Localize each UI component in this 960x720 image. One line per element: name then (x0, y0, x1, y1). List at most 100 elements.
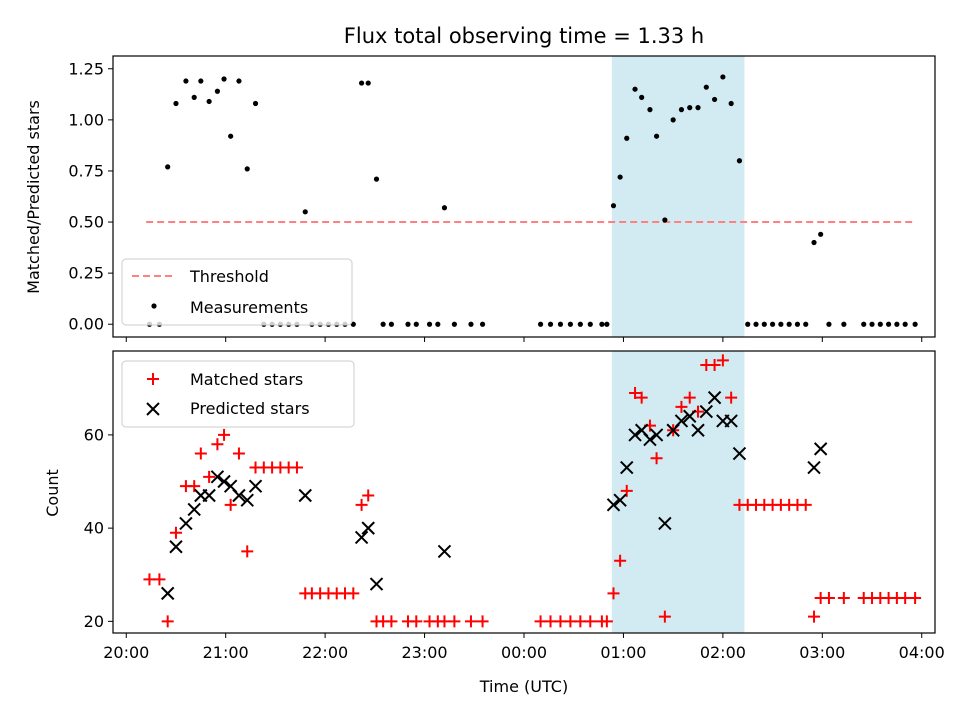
measurement-point (818, 231, 824, 237)
legend-label-matched: Matched stars (190, 370, 303, 389)
legend-label-measurements: Measurements (190, 298, 308, 317)
predicted-star-point (724, 414, 738, 428)
predicted-star-point (691, 423, 705, 437)
top-y-ticks: 0.00 0.25 0.50 0.75 1.00 1.25 (68, 59, 113, 334)
x-tick-label: 22:00 (302, 643, 348, 662)
measurement-point (252, 100, 259, 107)
measurement-point (826, 321, 832, 327)
measurement-point (365, 80, 371, 86)
measurement-point (479, 321, 486, 327)
predicted-star-point (628, 428, 642, 442)
measurement-point (678, 107, 685, 113)
predicted-star-point (369, 577, 384, 591)
matched-star-point (837, 592, 850, 605)
measurement-point (687, 105, 693, 111)
measurement-point (610, 203, 617, 209)
bottom-legend-box (121, 360, 355, 428)
measurement-point (885, 321, 892, 327)
matched-star-point (607, 587, 620, 600)
predicted-star-point (202, 488, 216, 503)
y-tick-label: 1.25 (68, 59, 104, 78)
matched-star-point (614, 554, 627, 567)
predicted-star-point (613, 493, 627, 507)
predicted-star-point (298, 488, 312, 503)
matched-star-point (650, 452, 663, 465)
top-x-ticks (125, 337, 923, 342)
matched-star-point (909, 592, 922, 605)
predicted-star-point (240, 493, 254, 507)
measurement-point (662, 217, 668, 223)
measurement-point (221, 76, 227, 82)
measurement-point (228, 133, 234, 139)
matched-star-point (584, 615, 597, 628)
measurement-point (435, 321, 441, 327)
x-tick-label: 20:00 (103, 643, 149, 662)
x-tick-label: 04:00 (899, 643, 945, 662)
y-tick-label: 40 (84, 519, 104, 538)
predicted-star-point (179, 516, 193, 531)
matched-star-point (716, 354, 729, 367)
y-tick-label: 20 (84, 612, 104, 631)
predicted-star-point (658, 516, 672, 531)
measurement-point (778, 321, 784, 327)
predicted-star-point (807, 460, 821, 475)
measurement-point (617, 174, 623, 180)
predicted-star-point (606, 498, 621, 512)
x-tick-label: 01:00 (600, 643, 646, 662)
top-y-axis-label: Matched/Predicted stars (24, 100, 43, 294)
top-panel: 0.00 0.25 0.50 0.75 1.00 1.25 Matched/Predict… (24, 55, 936, 342)
y-tick-label: 0.75 (68, 161, 104, 180)
measurement-point (786, 321, 792, 327)
matched-star-point (799, 498, 812, 511)
measurement-point (567, 321, 574, 327)
measurement-point (894, 321, 900, 327)
bottom-x-ticks: 20:00 21:00 22:00 23:00 00:00 01:00 02:00 03:00… (103, 633, 945, 662)
matched-star-point (169, 526, 182, 539)
measurements-legend-swatch (151, 303, 157, 309)
matched-star-point (683, 391, 696, 404)
predicted-star-point (210, 470, 225, 484)
predicted-star-point (169, 540, 183, 554)
measurement-point (302, 209, 308, 215)
matched-star-point (629, 386, 642, 399)
top-legend: Threshold Measurements (121, 258, 353, 326)
measurement-point (794, 321, 801, 327)
measurement-point (244, 166, 250, 172)
measurement-point (639, 94, 645, 100)
matched-star-point (241, 545, 254, 558)
matched-star-point (161, 615, 174, 628)
matched-star-point (347, 587, 360, 600)
matched-star-point (203, 470, 216, 483)
measurement-point (405, 321, 411, 327)
measurement-point (373, 176, 380, 182)
matched-legend-swatch (147, 373, 159, 385)
measurement-point (441, 205, 448, 211)
measurement-point (599, 321, 605, 327)
measurement-point (761, 321, 767, 327)
matched-star-point (808, 610, 821, 623)
predicted-star-point (232, 488, 246, 503)
y-tick-label: 1.00 (68, 110, 104, 129)
legend-label-predicted: Predicted stars (190, 399, 310, 418)
measurement-point (547, 321, 554, 327)
predicted-star-point (732, 446, 747, 461)
x-tick-label: 21:00 (203, 643, 249, 662)
predicted-star-point (160, 586, 175, 601)
measurement-point (183, 78, 189, 84)
predicted-star-point (649, 428, 664, 442)
x-tick-label: 02:00 (700, 643, 746, 662)
measurement-point (841, 321, 847, 327)
measurement-point (604, 321, 610, 327)
predicted-star-point (361, 521, 375, 535)
measurement-point (537, 321, 544, 327)
measurement-point (214, 88, 221, 94)
chart-title: Flux total observing time = 1.33 h (344, 24, 704, 48)
matched-star-point (224, 498, 237, 511)
matched-star-point (658, 610, 671, 623)
matched-star-point (600, 615, 613, 628)
measurement-point (198, 78, 204, 84)
matched-star-point (448, 615, 461, 628)
measurement-point (670, 117, 676, 123)
measurement-point (451, 321, 457, 327)
matched-star-point (822, 592, 835, 605)
